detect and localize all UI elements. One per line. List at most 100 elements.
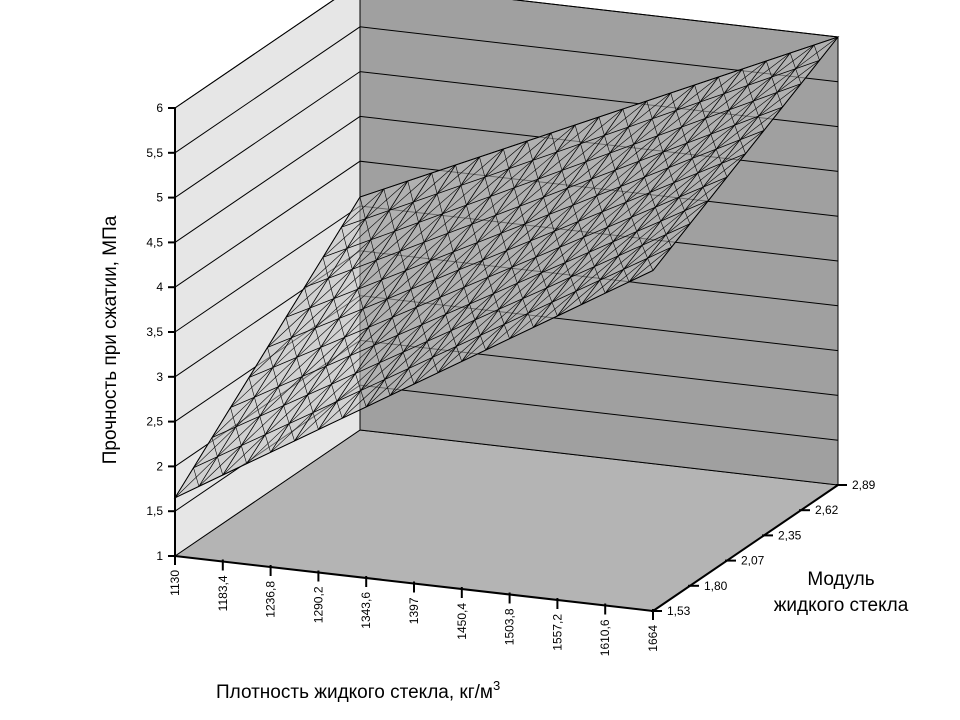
surface-mesh-diagonal	[670, 92, 677, 111]
surface-mesh-diagonal	[530, 240, 537, 258]
surface-mesh-diagonal	[508, 168, 515, 188]
surface-mesh-diagonal	[495, 215, 502, 234]
x-tick-label: 1290,2	[311, 586, 325, 623]
surface-mesh-diagonal	[649, 192, 656, 208]
surface-mesh-diagonal	[285, 317, 292, 338]
z-axis-title: Прочность при сжатии, МПа	[100, 215, 121, 464]
surface-mesh-diagonal	[405, 270, 412, 290]
surface-mesh-diagonal	[379, 362, 385, 380]
surface-mesh-diagonal	[572, 205, 579, 222]
surface-mesh-diagonal	[399, 251, 406, 271]
surface-mesh-diagonal	[644, 177, 651, 193]
y-tick-label: 1,80	[704, 579, 728, 593]
surface-mesh-diagonal	[598, 116, 605, 136]
surface-mesh-diagonal	[513, 187, 520, 207]
surface-mesh-diagonal	[344, 337, 351, 356]
surface-mesh-diagonal	[660, 221, 667, 235]
surface-mesh-diagonal	[623, 269, 630, 282]
surface-mesh-diagonal	[434, 279, 441, 298]
surface-mesh-diagonal	[248, 377, 255, 398]
surface-mesh-diagonal	[432, 357, 439, 373]
surface-mesh-diagonal	[721, 163, 728, 178]
x-tick-label: 1130	[168, 570, 182, 596]
surface-mesh-diagonal	[535, 257, 542, 274]
surface-mesh-diagonal	[567, 188, 574, 206]
surface-mesh-diagonal	[469, 303, 476, 321]
surface-mesh-diagonal	[264, 434, 271, 453]
surface-mesh-diagonal	[349, 355, 356, 374]
surface-mesh-diagonal	[519, 206, 526, 224]
surface-mesh-diagonal	[697, 173, 704, 188]
surface-mesh-diagonal	[686, 142, 693, 159]
surface-mesh-diagonal	[381, 279, 388, 300]
surface-mesh-diagonal	[322, 257, 329, 279]
surface-mesh-diagonal	[453, 251, 459, 271]
surface-mesh-diagonal	[386, 298, 393, 318]
surface-mesh-diagonal	[211, 437, 218, 457]
surface-mesh-diagonal	[766, 60, 772, 78]
surface-mesh-diagonal	[383, 188, 390, 211]
surface-mesh-diagonal	[359, 196, 366, 219]
surface-mesh-diagonal	[636, 231, 643, 246]
y-tick-label: 2,62	[815, 503, 839, 517]
x-tick-label: 1450,4	[455, 603, 469, 640]
surface-mesh-diagonal	[618, 255, 624, 270]
surface-mesh-diagonal	[259, 416, 266, 435]
y-tick-label: 2,07	[741, 554, 765, 568]
surface-mesh-diagonal	[360, 390, 367, 407]
surface-mesh-diagonal	[320, 347, 327, 367]
surface-mesh-diagonal	[479, 156, 486, 178]
surface-mesh-diagonal	[362, 308, 369, 328]
surface-mesh-diagonal	[546, 287, 553, 303]
x-tick-label: 1664	[646, 625, 660, 652]
surface-mesh-diagonal	[407, 180, 414, 203]
surface-mesh-diagonal	[771, 76, 778, 93]
surface-mesh-diagonal	[346, 248, 353, 270]
surface-mesh-diagonal	[283, 405, 290, 424]
z-tick-label: 2	[156, 459, 163, 473]
surface-mesh-diagonal	[614, 170, 621, 187]
z-tick-label: 2,5	[146, 415, 163, 429]
surface-mesh-diagonal	[493, 293, 500, 310]
surface-mesh-diagonal	[594, 266, 601, 281]
surface-mesh-diagonal	[657, 135, 664, 153]
surface-mesh-diagonal	[694, 84, 701, 103]
z-tick-label: 3	[156, 370, 163, 384]
surface-mesh-diagonal	[699, 101, 706, 119]
surface-mesh-diagonal	[596, 195, 603, 212]
surface-mesh-line-v	[359, 36, 839, 198]
z-tick-label: 6	[156, 101, 163, 115]
surface-mesh-diagonal	[296, 357, 303, 377]
surface-mesh-diagonal	[527, 313, 534, 328]
surface-mesh-diagonal	[651, 118, 658, 136]
surface-mesh-diagonal	[416, 307, 422, 325]
surface-mesh-diagonal	[503, 324, 510, 339]
surface-mesh-diagonal	[235, 426, 242, 446]
surface-mesh-diagonal	[466, 205, 473, 225]
surface-mesh-diagonal	[315, 327, 321, 348]
surface-mesh-diagonal	[540, 272, 547, 289]
surface-mesh-diagonal	[646, 100, 653, 119]
surface-mesh-diagonal	[747, 85, 754, 102]
surface-mesh-diagonal	[631, 217, 638, 232]
z-tick-label: 5,5	[146, 146, 163, 160]
surface-mesh-diagonal	[333, 298, 340, 319]
surface-mesh-diagonal	[570, 277, 577, 292]
surface-mesh-diagonal	[312, 412, 319, 430]
surface-mesh-diagonal	[368, 327, 375, 346]
surface-mesh-diagonal	[633, 144, 640, 162]
surface-mesh-diagonal	[423, 242, 430, 262]
surface-mesh-diagonal	[408, 368, 415, 385]
surface-mesh-diagonal	[675, 110, 682, 128]
surface-mesh-diagonal	[341, 227, 348, 249]
surface-mesh-diagonal	[474, 319, 481, 336]
surface-mesh-diagonal	[543, 197, 550, 215]
surface-mesh-diagonal	[734, 124, 741, 140]
surface-mesh-diagonal	[442, 213, 449, 234]
surface-mesh-diagonal	[548, 214, 555, 232]
surface-mesh-diagonal	[421, 324, 428, 342]
surface-mesh-diagonal	[230, 407, 237, 428]
surface-mesh-diagonal	[463, 287, 470, 305]
surface-mesh-diagonal	[338, 318, 345, 338]
